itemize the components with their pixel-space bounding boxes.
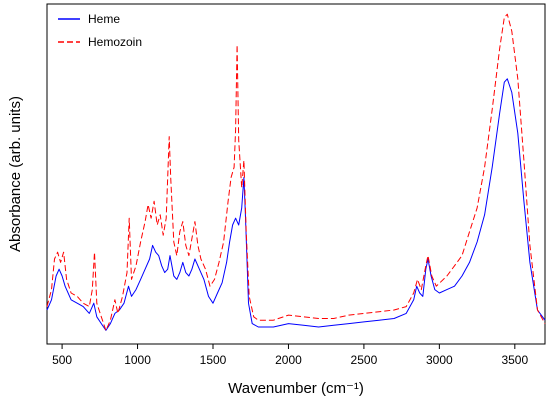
x-tick-label: 1500 [200,353,227,367]
x-tick-label: 2000 [275,353,302,367]
legend-label-heme: Heme [88,12,120,26]
series-line-heme [46,78,546,331]
legend-label-hemozoin: Hemozoin [88,35,142,49]
x-tick-label: 3000 [426,353,453,367]
x-axis-label: Wavenumber (cm⁻¹) [228,380,364,397]
x-tick-label: 500 [52,353,72,367]
series-line-hemozoin [46,13,546,331]
series-layer [46,13,546,331]
plot-frame [46,3,546,345]
legend: Heme Hemozoin [58,12,142,49]
x-axis-ticks: 500 1000 1500 2000 2500 3000 3500 [52,344,528,367]
x-tick-label: 3500 [501,353,528,367]
y-axis-label: Absorbance (arb. units) [7,96,24,252]
x-tick-label: 2500 [351,353,378,367]
x-tick-label: 1000 [124,353,151,367]
